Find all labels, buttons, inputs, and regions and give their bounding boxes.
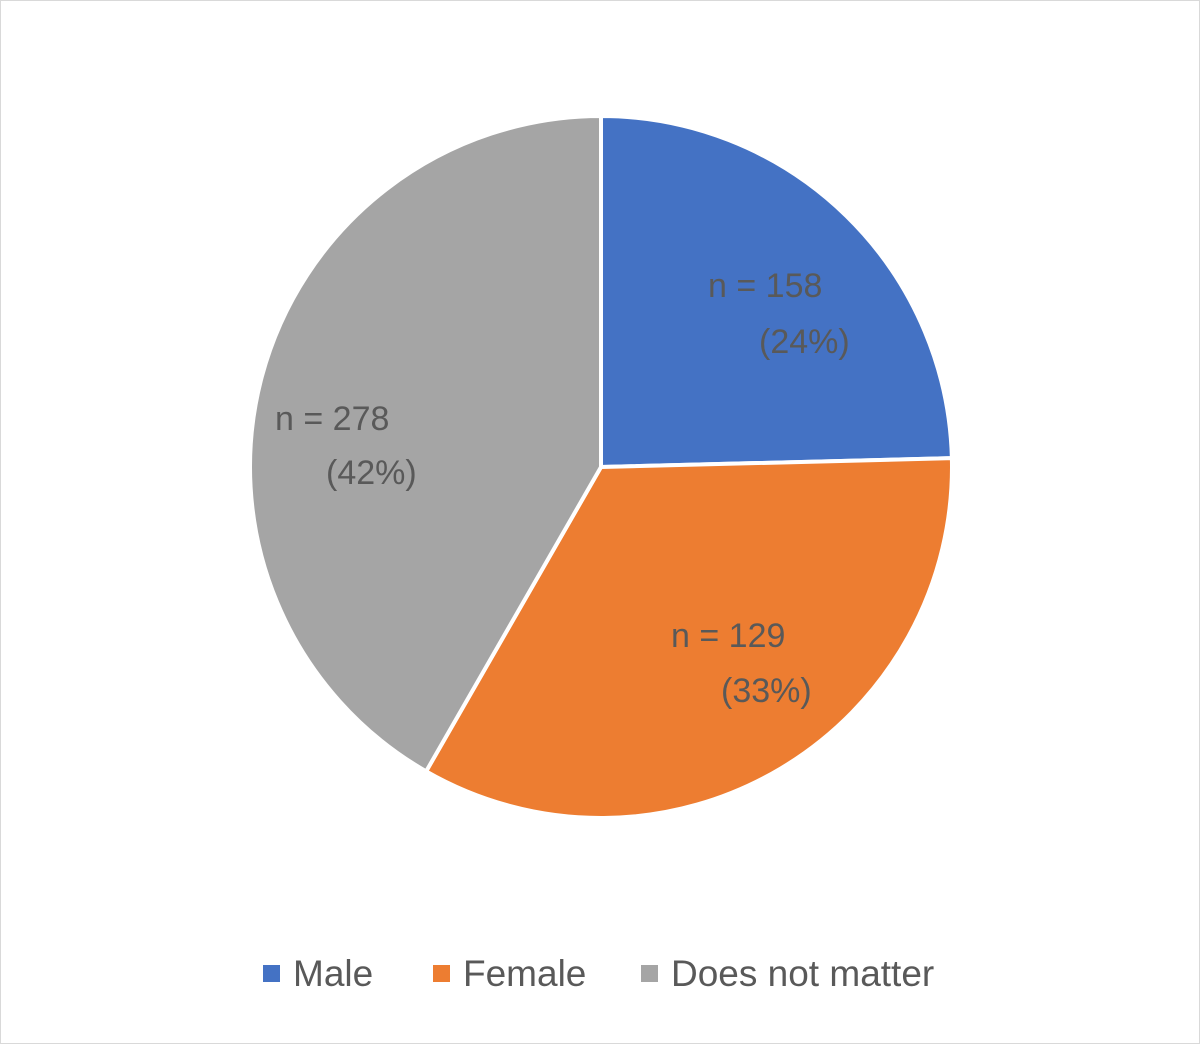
pie-slice-male	[599, 114, 954, 469]
data-label-female-n: n = 129	[671, 617, 785, 655]
data-label-male-n: n = 158	[708, 267, 822, 305]
legend-label-female: Female	[463, 953, 586, 994]
data-label-does-not-matter-n: n = 278	[275, 400, 389, 438]
data-label-does-not-matter-pct: (42%)	[326, 454, 417, 492]
data-label-male-pct: (24%)	[759, 323, 850, 361]
legend-swatch-female	[433, 965, 450, 982]
legend-swatch-male	[263, 965, 280, 982]
pie-slices	[248, 114, 954, 820]
legend: Male Female Does not matter	[263, 953, 934, 994]
pie-slice-does-not-matter	[248, 114, 603, 774]
legend-label-male: Male	[293, 953, 373, 994]
legend-label-does-not-matter: Does not matter	[671, 953, 934, 994]
data-label-female-pct: (33%)	[721, 672, 812, 710]
pie-slice-female	[424, 456, 954, 820]
data-labels: n = 158 (24%) n = 129 (33%) n = 278 (42%…	[275, 267, 850, 710]
legend-swatch-does-not-matter	[641, 965, 658, 982]
